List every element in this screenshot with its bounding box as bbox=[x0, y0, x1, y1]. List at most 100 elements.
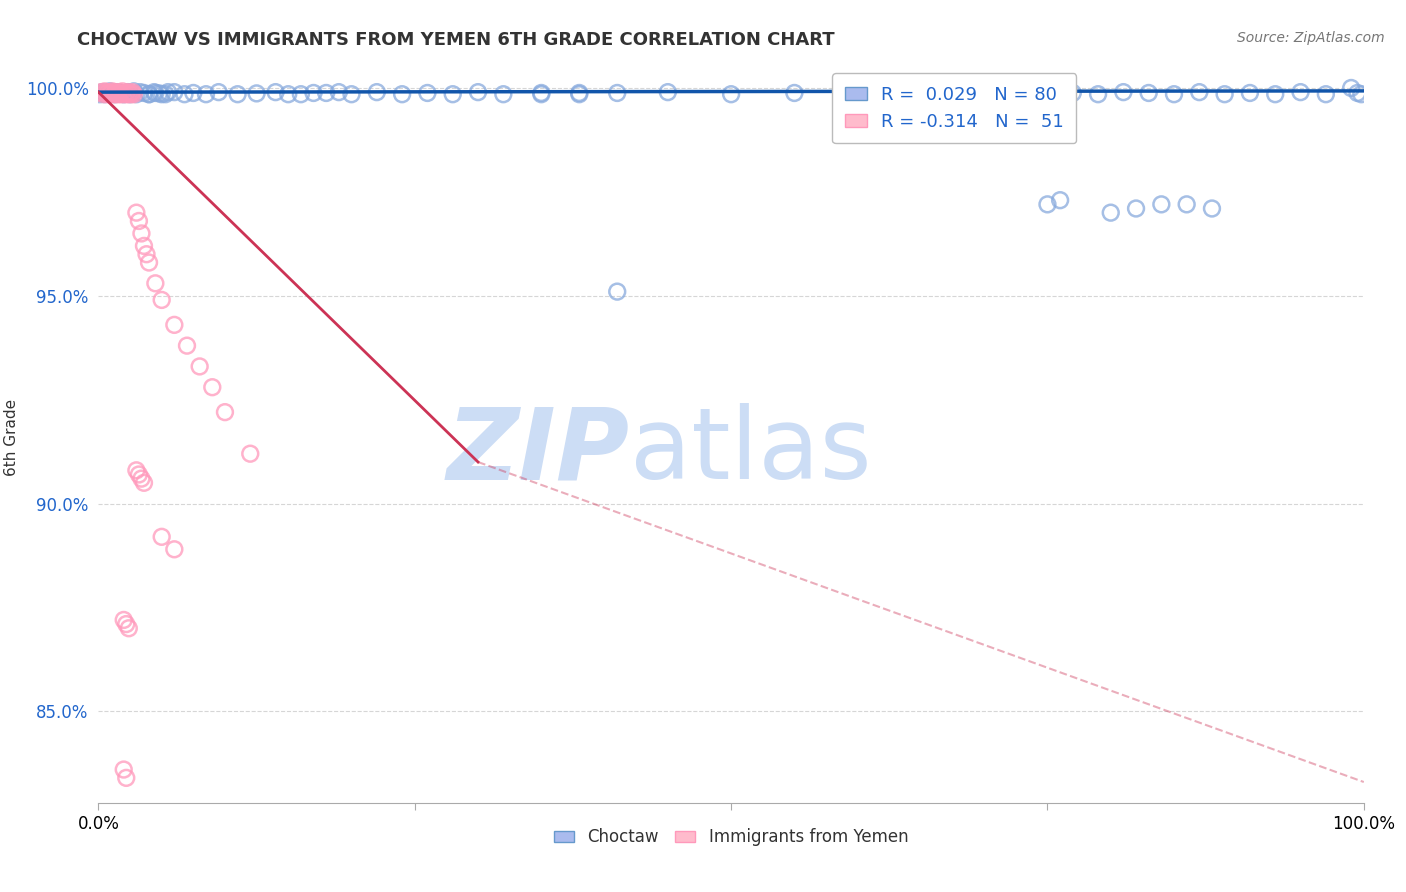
Point bbox=[226, 87, 249, 102]
Point bbox=[150, 293, 173, 307]
Point bbox=[183, 86, 205, 100]
Point bbox=[277, 87, 299, 102]
Point bbox=[93, 87, 115, 102]
Point bbox=[104, 87, 127, 102]
Point bbox=[100, 86, 122, 100]
Point bbox=[1150, 197, 1173, 211]
Point bbox=[91, 85, 114, 99]
Point bbox=[101, 87, 124, 101]
Point bbox=[846, 87, 869, 102]
Point bbox=[194, 87, 218, 102]
Point bbox=[110, 87, 132, 102]
Point bbox=[157, 85, 180, 99]
Point bbox=[1201, 202, 1223, 216]
Point bbox=[340, 87, 363, 102]
Point bbox=[143, 85, 166, 99]
Point bbox=[93, 84, 117, 98]
Point bbox=[163, 85, 186, 99]
Point bbox=[145, 86, 166, 100]
Point bbox=[1264, 87, 1286, 102]
Point bbox=[1213, 87, 1236, 102]
Text: atlas: atlas bbox=[630, 403, 872, 500]
Point bbox=[1036, 87, 1059, 102]
Point bbox=[188, 359, 211, 374]
Point bbox=[107, 85, 129, 99]
Point bbox=[214, 405, 236, 419]
Point bbox=[117, 85, 139, 99]
Point bbox=[606, 86, 628, 100]
Point bbox=[1175, 197, 1198, 211]
Point bbox=[117, 85, 139, 99]
Point bbox=[783, 86, 806, 100]
Point bbox=[264, 85, 287, 99]
Point bbox=[1049, 193, 1071, 207]
Point bbox=[103, 87, 125, 102]
Point bbox=[125, 463, 148, 477]
Point bbox=[239, 447, 262, 461]
Point bbox=[112, 87, 135, 102]
Point bbox=[150, 87, 173, 102]
Point bbox=[315, 86, 337, 100]
Point bbox=[125, 87, 148, 102]
Point bbox=[148, 87, 170, 101]
Point bbox=[1347, 86, 1369, 100]
Point bbox=[129, 85, 152, 99]
Point bbox=[1340, 81, 1362, 95]
Point bbox=[98, 84, 121, 98]
Point bbox=[120, 87, 141, 102]
Point bbox=[125, 205, 148, 219]
Point bbox=[1112, 85, 1135, 99]
Point bbox=[128, 214, 150, 228]
Point bbox=[131, 227, 153, 241]
Point bbox=[115, 87, 138, 102]
Point bbox=[96, 86, 118, 100]
Point bbox=[416, 86, 439, 100]
Point bbox=[135, 247, 157, 261]
Point bbox=[101, 84, 124, 98]
Point bbox=[568, 87, 591, 102]
Point bbox=[366, 85, 388, 99]
Point bbox=[1188, 85, 1211, 99]
Point bbox=[290, 87, 312, 102]
Point bbox=[467, 85, 489, 99]
Point bbox=[121, 85, 143, 99]
Point bbox=[657, 85, 679, 99]
Point bbox=[104, 85, 127, 99]
Point bbox=[302, 86, 325, 100]
Point bbox=[94, 86, 117, 100]
Point bbox=[568, 86, 591, 100]
Point bbox=[163, 318, 186, 332]
Point bbox=[720, 87, 742, 102]
Point bbox=[105, 87, 128, 102]
Point bbox=[145, 277, 166, 291]
Text: Source: ZipAtlas.com: Source: ZipAtlas.com bbox=[1237, 31, 1385, 45]
Point bbox=[111, 84, 134, 98]
Point bbox=[1125, 202, 1147, 216]
Point bbox=[246, 87, 269, 101]
Point bbox=[176, 339, 198, 353]
Point bbox=[155, 87, 177, 102]
Text: ZIP: ZIP bbox=[447, 403, 630, 500]
Point bbox=[89, 87, 111, 102]
Point bbox=[1036, 197, 1059, 211]
Point bbox=[1163, 87, 1185, 102]
Point bbox=[138, 87, 160, 102]
Point bbox=[98, 87, 121, 102]
Point bbox=[112, 87, 135, 102]
Point bbox=[1099, 205, 1122, 219]
Point bbox=[128, 467, 150, 482]
Point bbox=[138, 87, 160, 102]
Point bbox=[96, 87, 118, 102]
Point bbox=[150, 530, 173, 544]
Point bbox=[114, 86, 136, 100]
Point bbox=[986, 86, 1008, 100]
Point bbox=[112, 613, 135, 627]
Point bbox=[530, 86, 553, 100]
Point bbox=[107, 87, 129, 102]
Point bbox=[173, 87, 195, 102]
Text: CHOCTAW VS IMMIGRANTS FROM YEMEN 6TH GRADE CORRELATION CHART: CHOCTAW VS IMMIGRANTS FROM YEMEN 6TH GRA… bbox=[77, 31, 835, 49]
Point bbox=[115, 617, 138, 632]
Point bbox=[1062, 86, 1084, 100]
Point bbox=[122, 87, 145, 102]
Point bbox=[1137, 86, 1160, 100]
